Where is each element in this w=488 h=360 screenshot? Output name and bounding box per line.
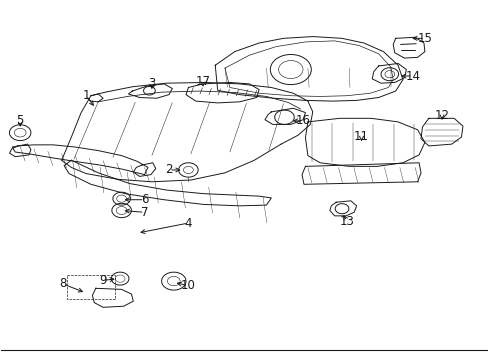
Text: 4: 4 [184,216,192,230]
Text: 16: 16 [295,114,310,127]
Text: 14: 14 [405,69,419,82]
Text: 1: 1 [82,89,90,102]
Text: 9: 9 [99,274,106,287]
Text: 2: 2 [165,163,172,176]
Text: 13: 13 [339,215,354,228]
Text: 8: 8 [60,278,67,291]
Text: 5: 5 [17,114,24,127]
Text: 7: 7 [141,206,148,219]
Text: 3: 3 [148,77,155,90]
Text: 15: 15 [417,32,431,45]
Text: 10: 10 [181,279,196,292]
Text: 11: 11 [353,130,368,144]
Text: 17: 17 [195,75,210,88]
Text: 12: 12 [434,109,448,122]
Text: 6: 6 [141,193,148,206]
